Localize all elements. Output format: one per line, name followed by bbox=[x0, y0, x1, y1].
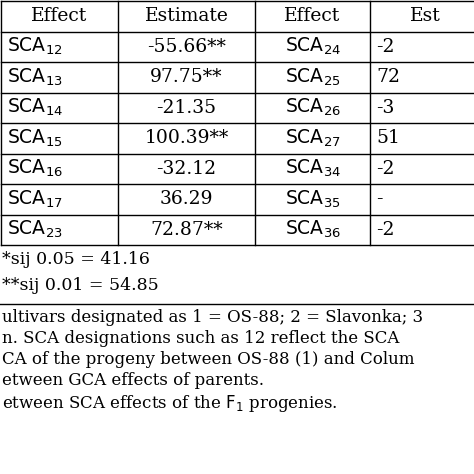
Text: etween SCA effects of the $\mathrm{F}_1$ progenies.: etween SCA effects of the $\mathrm{F}_1$… bbox=[2, 393, 337, 414]
Text: **sij 0.01 = 54.85: **sij 0.01 = 54.85 bbox=[2, 277, 159, 294]
Text: 72.87**: 72.87** bbox=[150, 221, 223, 239]
Text: Effect: Effect bbox=[31, 7, 88, 25]
Text: CA of the progeny between OS-88 (1) and Colum: CA of the progeny between OS-88 (1) and … bbox=[2, 351, 414, 368]
Text: $\mathrm{SCA}_{13}$: $\mathrm{SCA}_{13}$ bbox=[7, 67, 63, 88]
Text: $\mathrm{SCA}_{16}$: $\mathrm{SCA}_{16}$ bbox=[7, 158, 63, 179]
Text: n. SCA designations such as 12 reflect the SCA: n. SCA designations such as 12 reflect t… bbox=[2, 330, 400, 347]
Text: -55.66**: -55.66** bbox=[147, 38, 226, 56]
Text: -32.12: -32.12 bbox=[156, 160, 217, 178]
Text: -: - bbox=[376, 190, 383, 208]
Text: -3: -3 bbox=[376, 99, 394, 117]
Text: $\mathrm{SCA}_{27}$: $\mathrm{SCA}_{27}$ bbox=[285, 128, 340, 149]
Text: -2: -2 bbox=[376, 160, 394, 178]
Text: $\mathrm{SCA}_{35}$: $\mathrm{SCA}_{35}$ bbox=[285, 189, 340, 210]
Text: -2: -2 bbox=[376, 221, 394, 239]
Text: -2: -2 bbox=[376, 38, 394, 56]
Text: $\mathrm{SCA}_{26}$: $\mathrm{SCA}_{26}$ bbox=[284, 97, 340, 118]
Text: $\mathrm{SCA}_{24}$: $\mathrm{SCA}_{24}$ bbox=[284, 36, 340, 57]
Text: 72: 72 bbox=[376, 68, 400, 86]
Text: $\mathrm{SCA}_{34}$: $\mathrm{SCA}_{34}$ bbox=[284, 158, 340, 179]
Text: $\mathrm{SCA}_{14}$: $\mathrm{SCA}_{14}$ bbox=[7, 97, 63, 118]
Text: Est: Est bbox=[410, 7, 440, 25]
Text: 100.39**: 100.39** bbox=[145, 129, 228, 147]
Text: 36.29: 36.29 bbox=[160, 190, 213, 208]
Text: $\mathrm{SCA}_{17}$: $\mathrm{SCA}_{17}$ bbox=[7, 189, 63, 210]
Text: $\mathrm{SCA}_{15}$: $\mathrm{SCA}_{15}$ bbox=[7, 128, 63, 149]
Text: 97.75**: 97.75** bbox=[150, 68, 223, 86]
Text: $\mathrm{SCA}_{25}$: $\mathrm{SCA}_{25}$ bbox=[285, 67, 340, 88]
Text: -21.35: -21.35 bbox=[156, 99, 217, 117]
Text: $\mathrm{SCA}_{36}$: $\mathrm{SCA}_{36}$ bbox=[284, 219, 340, 240]
Text: etween GCA effects of parents.: etween GCA effects of parents. bbox=[2, 372, 264, 389]
Text: 51: 51 bbox=[376, 129, 400, 147]
Text: *sij 0.05 = 41.16: *sij 0.05 = 41.16 bbox=[2, 251, 150, 268]
Text: $\mathrm{SCA}_{12}$: $\mathrm{SCA}_{12}$ bbox=[7, 36, 63, 57]
Text: ultivars designated as 1 = OS-88; 2 = Slavonka; 3: ultivars designated as 1 = OS-88; 2 = Sl… bbox=[2, 309, 423, 326]
Text: Estimate: Estimate bbox=[145, 7, 228, 25]
Text: Effect: Effect bbox=[284, 7, 341, 25]
Text: $\mathrm{SCA}_{23}$: $\mathrm{SCA}_{23}$ bbox=[7, 219, 63, 240]
